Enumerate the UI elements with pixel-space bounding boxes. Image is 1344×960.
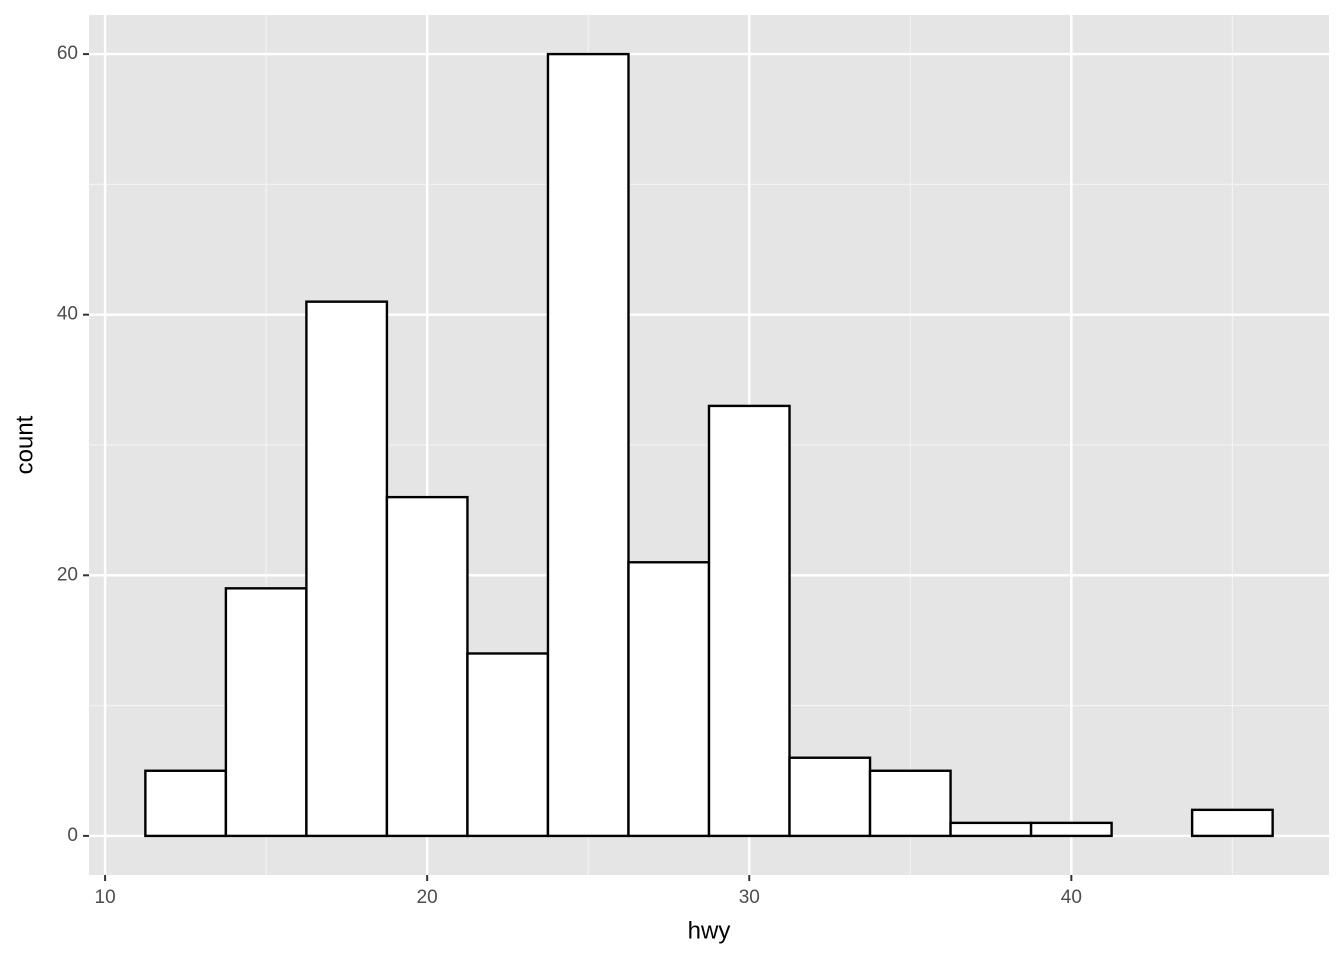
y-axis-title: count — [11, 415, 38, 474]
bar — [224, 587, 308, 838]
bar — [788, 756, 872, 838]
bar — [385, 495, 469, 838]
bar — [546, 52, 630, 838]
x-tick-label: 20 — [417, 887, 438, 908]
bar — [868, 769, 952, 838]
x-tick-label: 30 — [739, 887, 760, 908]
y-tick-label: 0 — [67, 825, 78, 846]
bar — [1029, 821, 1113, 838]
y-tick-label: 40 — [57, 304, 78, 325]
x-tick-label: 10 — [95, 887, 116, 908]
x-axis-title: hwy — [688, 917, 731, 944]
bar — [305, 300, 389, 838]
y-tick-label: 20 — [57, 564, 78, 585]
bar — [1190, 808, 1274, 838]
bar — [144, 769, 228, 838]
bar — [627, 561, 711, 838]
bar — [949, 821, 1033, 838]
y-tick-label: 60 — [57, 43, 78, 64]
bar — [466, 652, 550, 838]
bar — [707, 404, 791, 838]
x-tick-label: 40 — [1061, 887, 1082, 908]
